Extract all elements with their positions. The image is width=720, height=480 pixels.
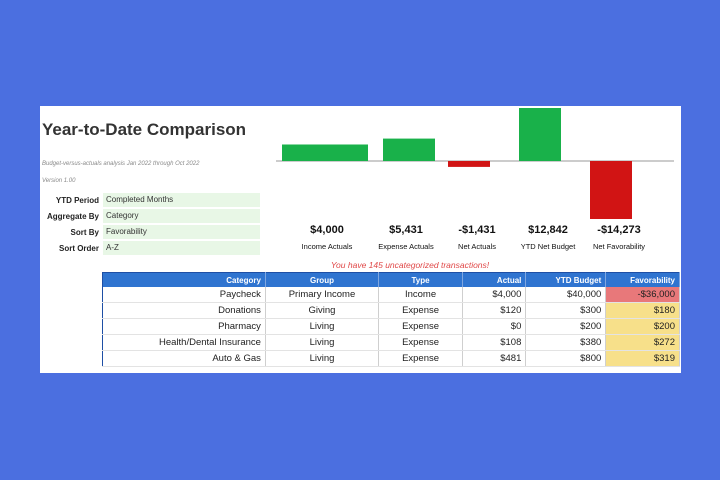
cell-type[interactable]: Expense: [378, 334, 464, 351]
kpi-value-net-actuals: -$1,431: [458, 224, 496, 236]
cell-ytd-budget[interactable]: $200: [525, 318, 607, 335]
setting-label: Sort By: [70, 227, 99, 237]
setting-value-aggregate-by[interactable]: Category: [103, 209, 260, 223]
cell-group[interactable]: Primary Income: [265, 287, 380, 303]
table-header-row: Category Group Type Actual YTD Budget Fa…: [102, 272, 680, 287]
column-header-ytd-budget[interactable]: YTD Budget: [525, 272, 607, 287]
cell-group[interactable]: Living: [265, 350, 380, 367]
settings-panel: YTD Period Completed Months Aggregate By…: [42, 192, 260, 256]
kpi-bar-income-actuals: [282, 144, 368, 161]
cell-actual[interactable]: $108: [462, 334, 527, 351]
setting-label: Aggregate By: [46, 211, 99, 221]
cell-category[interactable]: Paycheck: [102, 287, 266, 303]
cell-favorability[interactable]: $200: [605, 318, 680, 335]
column-header-type[interactable]: Type: [378, 272, 464, 287]
setting-sort-order: Sort Order A-Z: [42, 240, 260, 256]
cell-category[interactable]: Auto & Gas: [102, 350, 266, 367]
spreadsheet-sheet: Year-to-Date Comparison Budget-versus-ac…: [40, 106, 681, 373]
kpi-bar-net-favorability: [590, 161, 632, 219]
report-version: Version 1.00: [42, 178, 76, 184]
cell-actual[interactable]: $120: [462, 302, 527, 319]
cell-type[interactable]: Expense: [378, 302, 464, 319]
kpi-panel: $4,000 Income Actuals $5,431 Expense Act…: [276, 106, 676, 256]
cell-ytd-budget[interactable]: $300: [525, 302, 607, 319]
cell-favorability[interactable]: $272: [605, 334, 680, 351]
setting-value-ytd-period[interactable]: Completed Months: [103, 193, 260, 207]
kpi-bar-expense-actuals: [383, 138, 435, 161]
report-subtitle: Budget-versus-actuals analysis Jan 2022 …: [42, 161, 200, 167]
kpi-value-net-favorability: -$14,273: [597, 224, 641, 236]
report-title: Year-to-Date Comparison: [42, 120, 247, 139]
kpi-label-expense-actuals: Expense Actuals: [378, 242, 434, 251]
cell-category[interactable]: Donations: [102, 302, 266, 319]
kpi-value-expense-actuals: $5,431: [389, 224, 423, 236]
kpi-label-net-favorability: Net Favorability: [592, 242, 646, 251]
cell-actual[interactable]: $4,000: [462, 287, 527, 303]
kpi-label-ytd-net-budget: YTD Net Budget: [520, 242, 576, 251]
column-header-actual[interactable]: Actual: [462, 272, 527, 287]
setting-sort-by: Sort By Favorability: [42, 224, 260, 240]
kpi-bar-chart: [276, 108, 674, 219]
cell-favorability[interactable]: $319: [605, 350, 680, 367]
table-row: Pharmacy Living Expense $0 $200 $200: [102, 318, 680, 335]
setting-label: Sort Order: [58, 243, 99, 253]
column-header-favorability[interactable]: Favorability: [605, 272, 680, 287]
table-row: Auto & Gas Living Expense $481 $800 $319: [102, 350, 680, 367]
setting-value-sort-by[interactable]: Favorability: [103, 225, 260, 239]
setting-aggregate-by: Aggregate By Category: [42, 208, 260, 224]
table-row: Donations Giving Expense $120 $300 $180: [102, 302, 680, 319]
kpi-bar-ytd-net-budget: [519, 108, 561, 161]
setting-label: YTD Period: [55, 195, 99, 205]
kpi-value-income-actuals: $4,000: [310, 224, 344, 236]
cell-actual[interactable]: $0: [462, 318, 527, 335]
table-row: Health/Dental Insurance Living Expense $…: [102, 334, 680, 351]
kpi-label-net-actuals: Net Actuals: [458, 242, 496, 251]
kpi-bar-net-actuals: [448, 161, 490, 167]
setting-ytd-period: YTD Period Completed Months: [42, 192, 260, 208]
cell-ytd-budget[interactable]: $380: [525, 334, 607, 351]
column-header-group[interactable]: Group: [265, 272, 380, 287]
kpi-label-income-actuals: Income Actuals: [301, 242, 353, 251]
cell-category[interactable]: Pharmacy: [102, 318, 266, 335]
cell-group[interactable]: Living: [265, 334, 380, 351]
cell-group[interactable]: Giving: [265, 302, 380, 319]
cell-type[interactable]: Expense: [378, 350, 464, 367]
table-row: Paycheck Primary Income Income $4,000 $4…: [102, 287, 680, 303]
cell-ytd-budget[interactable]: $800: [525, 350, 607, 367]
cell-type[interactable]: Expense: [378, 318, 464, 335]
cell-ytd-budget[interactable]: $40,000: [525, 287, 607, 303]
kpi-value-ytd-net-budget: $12,842: [528, 224, 568, 236]
cell-category[interactable]: Health/Dental Insurance: [102, 334, 266, 351]
setting-value-sort-order[interactable]: A-Z: [103, 241, 260, 255]
cell-group[interactable]: Living: [265, 318, 380, 335]
cell-type[interactable]: Income: [378, 287, 464, 303]
comparison-table: Category Group Type Actual YTD Budget Fa…: [102, 272, 680, 367]
column-header-category[interactable]: Category: [102, 272, 266, 287]
cell-favorability[interactable]: $180: [605, 302, 680, 319]
uncategorized-notice: You have 145 uncategorized transactions!: [330, 260, 490, 270]
cell-favorability[interactable]: -$36,000: [605, 287, 680, 303]
cell-actual[interactable]: $481: [462, 350, 527, 367]
